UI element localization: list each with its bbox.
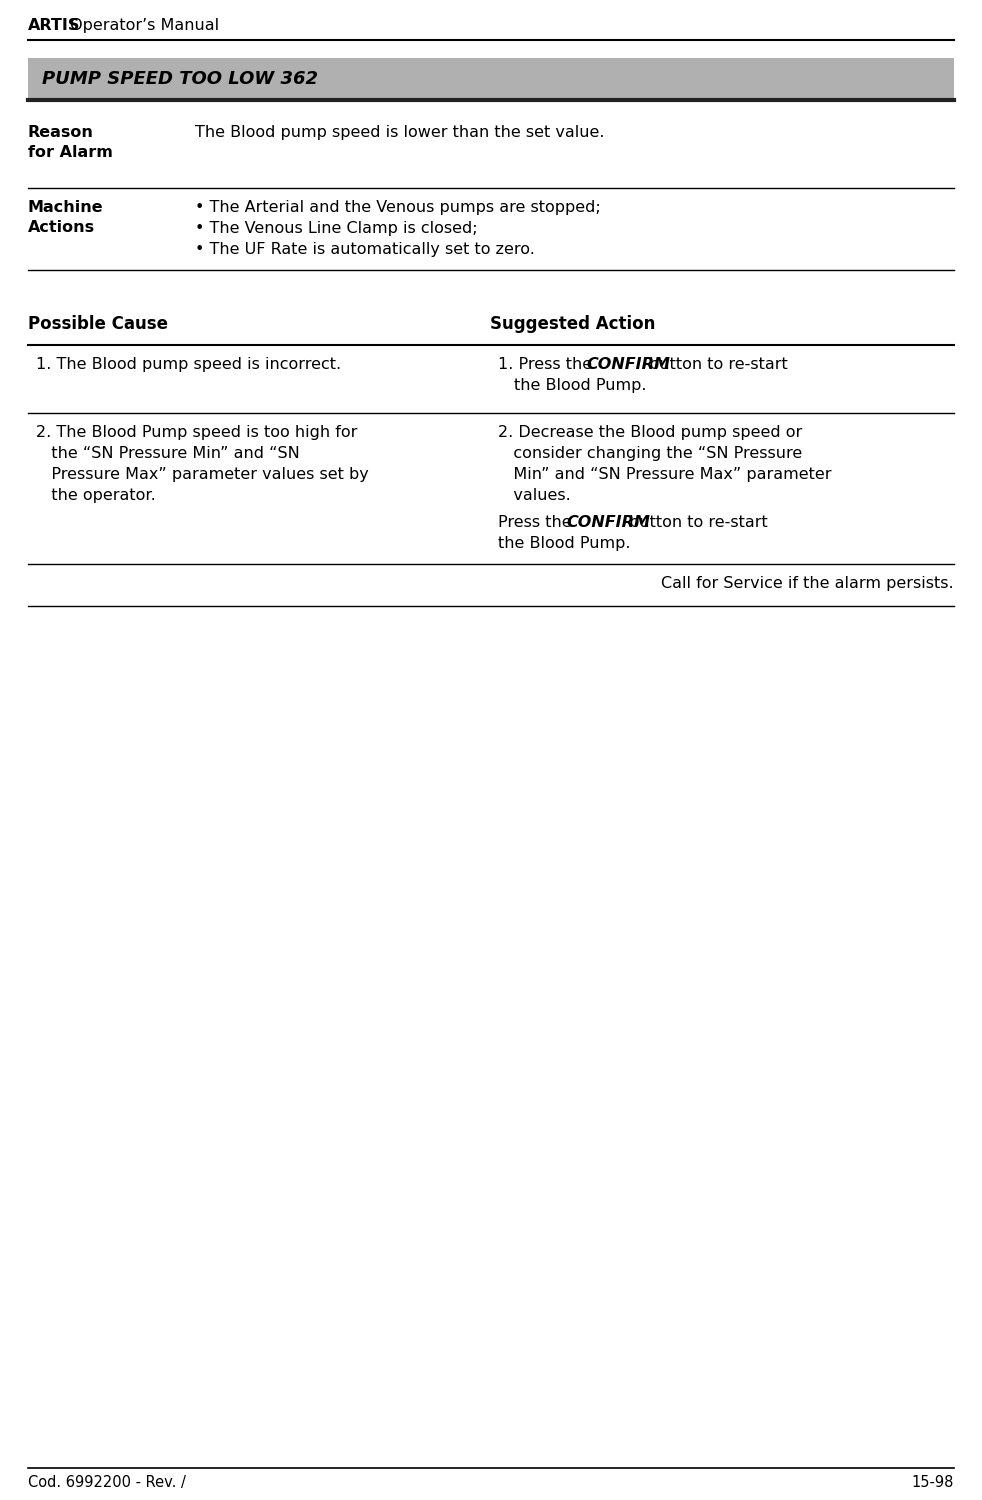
- Text: Operator’s Manual: Operator’s Manual: [65, 18, 219, 33]
- Text: the Blood Pump.: the Blood Pump.: [498, 536, 630, 550]
- Text: CONFIRM: CONFIRM: [566, 514, 650, 529]
- Text: the “SN Pressure Min” and “SN: the “SN Pressure Min” and “SN: [36, 446, 300, 460]
- Text: Min” and “SN Pressure Max” parameter: Min” and “SN Pressure Max” parameter: [498, 466, 832, 482]
- Text: for Alarm: for Alarm: [28, 146, 113, 160]
- Text: The Blood pump speed is lower than the set value.: The Blood pump speed is lower than the s…: [195, 124, 605, 140]
- Text: 2. The Blood Pump speed is too high for: 2. The Blood Pump speed is too high for: [36, 424, 357, 439]
- Text: Machine: Machine: [28, 200, 104, 214]
- Text: 1. The Blood pump speed is incorrect.: 1. The Blood pump speed is incorrect.: [36, 357, 341, 372]
- Text: the Blood Pump.: the Blood Pump.: [514, 378, 646, 393]
- Text: Cod. 6992200 - Rev. /: Cod. 6992200 - Rev. /: [28, 1474, 186, 1490]
- Text: the operator.: the operator.: [36, 488, 156, 502]
- Text: Call for Service if the alarm persists.: Call for Service if the alarm persists.: [661, 576, 954, 591]
- Text: PUMP SPEED TOO LOW 362: PUMP SPEED TOO LOW 362: [42, 70, 318, 88]
- Text: Suggested Action: Suggested Action: [490, 315, 655, 333]
- Text: Reason: Reason: [28, 124, 94, 140]
- Text: • The Arterial and the Venous pumps are stopped;: • The Arterial and the Venous pumps are …: [195, 200, 601, 214]
- Text: CONFIRM: CONFIRM: [586, 357, 670, 372]
- Bar: [28, 58, 954, 100]
- Text: 1. Press the: 1. Press the: [498, 357, 597, 372]
- Text: consider changing the “SN Pressure: consider changing the “SN Pressure: [498, 446, 802, 460]
- Text: • The Venous Line Clamp is closed;: • The Venous Line Clamp is closed;: [195, 220, 477, 236]
- Text: Possible Cause: Possible Cause: [28, 315, 168, 333]
- Text: ARTIS: ARTIS: [28, 18, 81, 33]
- Text: values.: values.: [498, 488, 571, 502]
- Text: button to re-start: button to re-start: [624, 514, 768, 529]
- Text: button to re-start: button to re-start: [644, 357, 788, 372]
- Text: Press the: Press the: [498, 514, 576, 529]
- Text: • The UF Rate is automatically set to zero.: • The UF Rate is automatically set to ze…: [195, 242, 535, 256]
- Text: Actions: Actions: [28, 220, 95, 236]
- Text: 15-98: 15-98: [911, 1474, 954, 1490]
- Text: 2. Decrease the Blood pump speed or: 2. Decrease the Blood pump speed or: [498, 424, 802, 439]
- Text: Pressure Max” parameter values set by: Pressure Max” parameter values set by: [36, 466, 369, 482]
